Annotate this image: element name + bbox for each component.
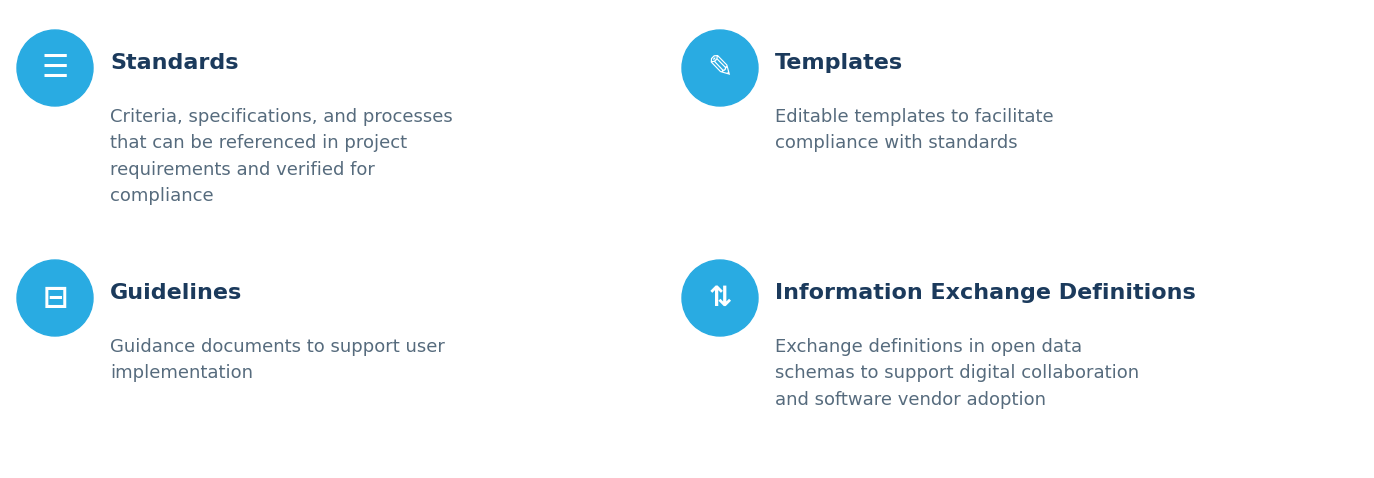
Text: Exchange definitions in open data
schemas to support digital collaboration
and s: Exchange definitions in open data schema… bbox=[775, 338, 1139, 409]
Circle shape bbox=[682, 30, 758, 106]
Text: ✎: ✎ bbox=[708, 54, 732, 83]
Circle shape bbox=[682, 260, 758, 336]
Text: ⊟: ⊟ bbox=[43, 283, 67, 313]
Text: Guidelines: Guidelines bbox=[110, 283, 242, 303]
Circle shape bbox=[16, 30, 93, 106]
Text: Criteria, specifications, and processes
that can be referenced in project
requir: Criteria, specifications, and processes … bbox=[110, 108, 453, 205]
Circle shape bbox=[16, 260, 93, 336]
Text: ☰: ☰ bbox=[41, 54, 69, 83]
Text: Information Exchange Definitions: Information Exchange Definitions bbox=[775, 283, 1195, 303]
Text: Guidance documents to support user
implementation: Guidance documents to support user imple… bbox=[110, 338, 445, 382]
Text: Templates: Templates bbox=[775, 53, 903, 73]
Text: Editable templates to facilitate
compliance with standards: Editable templates to facilitate complia… bbox=[775, 108, 1054, 152]
Text: ⇅: ⇅ bbox=[709, 284, 731, 312]
Text: Standards: Standards bbox=[110, 53, 239, 73]
